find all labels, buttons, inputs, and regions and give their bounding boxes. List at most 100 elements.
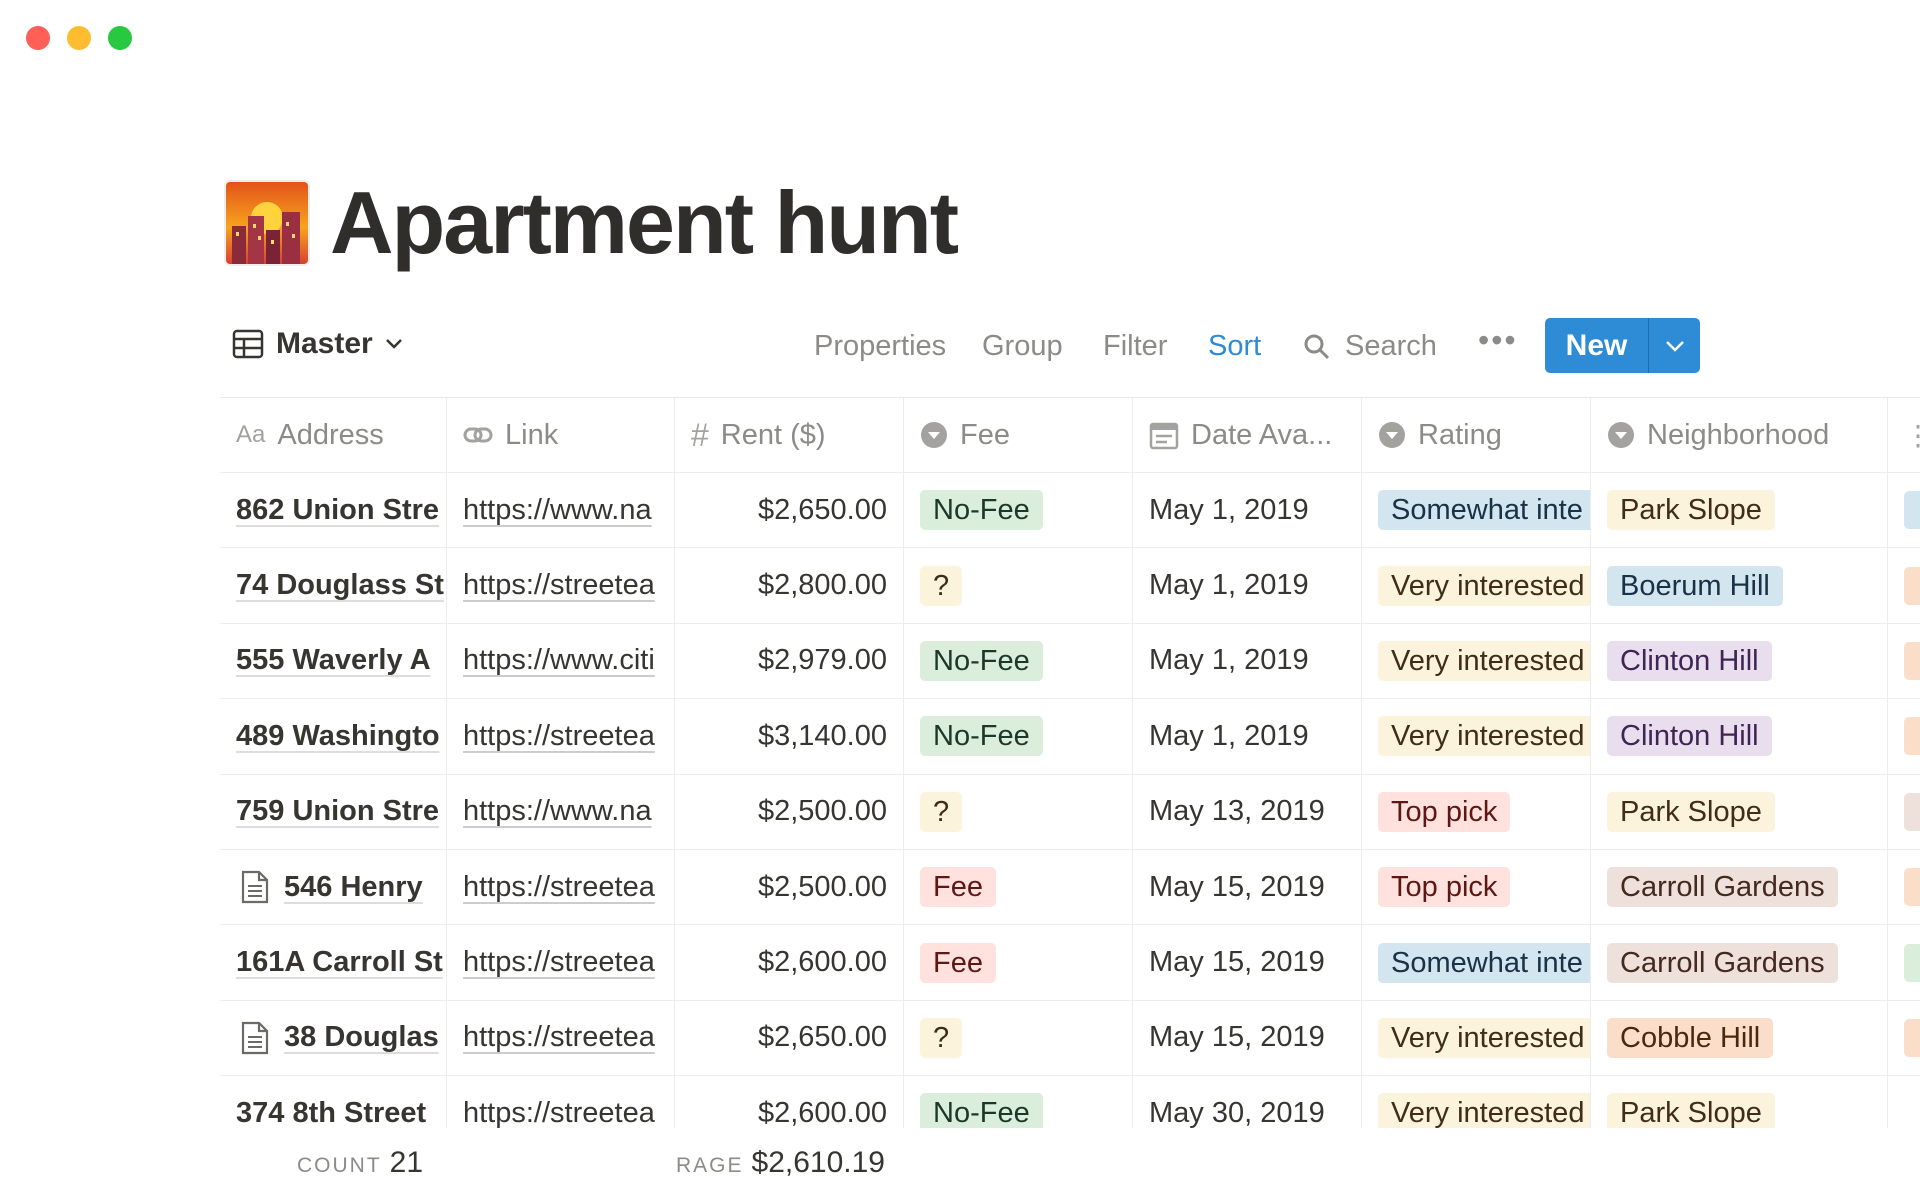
fee-cell[interactable]: No-Fee xyxy=(904,623,1133,699)
date-cell[interactable]: May 13, 2019 xyxy=(1133,774,1362,849)
rent-cell[interactable]: $2,650.00 xyxy=(675,473,904,548)
extra-cell[interactable] xyxy=(1888,775,1920,849)
table-row[interactable]: 862 Union Stre https://www.na $2,650.00 No-… xyxy=(220,473,1920,549)
fee-cell[interactable]: No-Fee xyxy=(904,1076,1133,1128)
address-cell[interactable]: 555 Waverly A xyxy=(220,623,447,699)
address-cell[interactable]: 759 Union Stre xyxy=(220,774,447,849)
link-cell[interactable]: https://www.citi xyxy=(447,623,675,699)
neighborhood-cell[interactable]: Boerum Hill xyxy=(1591,548,1888,623)
address-cell[interactable]: 161A Carroll St xyxy=(220,925,447,1000)
neighborhood-cell[interactable]: Cobble Hill xyxy=(1591,1000,1888,1076)
date-cell[interactable]: May 1, 2019 xyxy=(1133,473,1362,548)
column-header-neighborhood[interactable]: Neighborhood xyxy=(1591,398,1888,472)
neighborhood-cell[interactable]: Carroll Gardens xyxy=(1591,925,1888,1000)
column-header-fee[interactable]: Fee xyxy=(904,398,1133,472)
date-cell[interactable]: May 1, 2019 xyxy=(1133,623,1362,699)
rent-cell[interactable]: $2,600.00 xyxy=(675,1076,904,1128)
link-cell[interactable]: https://streetea xyxy=(447,925,675,1000)
fee-cell[interactable]: Fee xyxy=(904,925,1133,1000)
link-cell[interactable]: https://streetea xyxy=(447,548,675,623)
address-cell[interactable]: 862 Union Stre xyxy=(220,473,447,548)
neighborhood-cell[interactable]: Carroll Gardens xyxy=(1591,849,1888,925)
extra-cell[interactable] xyxy=(1888,850,1920,924)
search-button[interactable]: Search xyxy=(1303,330,1437,363)
close-button[interactable] xyxy=(26,26,50,50)
table-row[interactable]: 489 Washingto https://streetea $3,140.00 No… xyxy=(220,699,1920,775)
neighborhood-cell[interactable]: Clinton Hill xyxy=(1591,699,1888,774)
rating-cell[interactable]: Very interested xyxy=(1362,623,1591,699)
address-cell[interactable]: 546 Henry xyxy=(220,849,447,925)
date-cell[interactable]: May 15, 2019 xyxy=(1133,925,1362,1000)
rent-cell[interactable]: $2,979.00 xyxy=(675,623,904,699)
rating-cell[interactable]: Somewhat inte xyxy=(1362,925,1591,1000)
view-selector[interactable]: Master xyxy=(232,327,403,361)
link-cell[interactable]: https://www.na xyxy=(447,473,675,548)
date-cell[interactable]: May 30, 2019 xyxy=(1133,1076,1362,1128)
neighborhood-cell[interactable]: Park Slope xyxy=(1591,774,1888,849)
extra-cell[interactable] xyxy=(1888,1001,1920,1075)
link-cell[interactable]: https://www.na xyxy=(447,774,675,849)
rating-cell[interactable]: Top pick xyxy=(1362,774,1591,849)
rating-cell[interactable]: Very interested xyxy=(1362,699,1591,774)
column-header-address[interactable]: Aa Address xyxy=(220,398,447,472)
address-cell[interactable]: 38 Douglas xyxy=(220,1000,447,1076)
sort-button[interactable]: Sort xyxy=(1208,330,1262,362)
page-title[interactable]: Apartment hunt xyxy=(330,173,959,272)
properties-button[interactable]: Properties xyxy=(814,330,947,362)
address-cell[interactable]: 74 Douglass St xyxy=(220,548,447,623)
table-row[interactable]: 161A Carroll St https://streetea $2,600.00… xyxy=(220,925,1920,1001)
table-row[interactable]: 759 Union Stre https://www.na $2,500.00? Ma… xyxy=(220,774,1920,850)
neighborhood-cell[interactable]: Park Slope xyxy=(1591,473,1888,548)
rent-cell[interactable]: $3,140.00 xyxy=(675,699,904,774)
column-header-rating[interactable]: Rating xyxy=(1362,398,1591,472)
table-row[interactable]: 74 Douglass St https://streetea $2,800.00?… xyxy=(220,548,1920,624)
extra-cell[interactable] xyxy=(1888,925,1920,999)
new-button[interactable]: New xyxy=(1545,318,1700,373)
neighborhood-cell[interactable]: Clinton Hill xyxy=(1591,623,1888,699)
fee-cell[interactable]: No-Fee xyxy=(904,473,1133,548)
rent-cell[interactable]: $2,500.00 xyxy=(675,849,904,925)
average-summary[interactable]: RAGE $2,610.19 xyxy=(676,1146,885,1179)
rent-cell[interactable]: $2,650.00 xyxy=(675,1000,904,1076)
date-cell[interactable]: May 1, 2019 xyxy=(1133,548,1362,623)
table-row[interactable]: 374 8th Street https://streetea $2,600.00 N… xyxy=(220,1076,1920,1128)
rent-cell[interactable]: $2,500.00 xyxy=(675,774,904,849)
neighborhood-cell[interactable]: Park Slope xyxy=(1591,1076,1888,1128)
count-summary[interactable]: COUNT 21 xyxy=(297,1146,424,1179)
address-cell[interactable]: 489 Washingto xyxy=(220,699,447,774)
page-icon[interactable] xyxy=(226,182,308,264)
link-cell[interactable]: https://streetea xyxy=(447,1076,675,1128)
rating-cell[interactable]: Top pick xyxy=(1362,849,1591,925)
more-options-icon[interactable]: ••• xyxy=(1478,322,1518,358)
filter-button[interactable]: Filter xyxy=(1103,330,1168,362)
extra-cell[interactable] xyxy=(1888,473,1920,547)
link-cell[interactable]: https://streetea xyxy=(447,849,675,925)
rent-cell[interactable]: $2,600.00 xyxy=(675,925,904,1000)
table-row[interactable]: 546 Henry https://streetea $2,500.00 Fee May… xyxy=(220,849,1920,926)
fee-cell[interactable]: ? xyxy=(904,1000,1133,1076)
fee-cell[interactable]: Fee xyxy=(904,849,1133,925)
extra-cell[interactable] xyxy=(1888,1076,1920,1128)
table-row[interactable]: 38 Douglas https://streetea $2,650.00? May … xyxy=(220,1000,1920,1077)
minimize-button[interactable] xyxy=(67,26,91,50)
extra-cell[interactable] xyxy=(1888,699,1920,773)
table-row[interactable]: 555 Waverly A https://www.citi $2,979.00 No… xyxy=(220,623,1920,700)
new-dropdown-button[interactable] xyxy=(1648,318,1700,373)
link-cell[interactable]: https://streetea xyxy=(447,1000,675,1076)
link-cell[interactable]: https://streetea xyxy=(447,699,675,774)
column-header-rent[interactable]: # Rent ($) xyxy=(675,398,904,472)
date-cell[interactable]: May 1, 2019 xyxy=(1133,699,1362,774)
rent-cell[interactable]: $2,800.00 xyxy=(675,548,904,623)
fee-cell[interactable]: ? xyxy=(904,548,1133,623)
column-header-date[interactable]: Date Ava... xyxy=(1133,398,1362,472)
rating-cell[interactable]: Very interested xyxy=(1362,1000,1591,1076)
maximize-button[interactable] xyxy=(108,26,132,50)
group-button[interactable]: Group xyxy=(982,330,1063,362)
address-cell[interactable]: 374 8th Street xyxy=(220,1076,447,1128)
fee-cell[interactable]: No-Fee xyxy=(904,699,1133,774)
date-cell[interactable]: May 15, 2019 xyxy=(1133,849,1362,925)
rating-cell[interactable]: Very interested xyxy=(1362,1076,1591,1128)
rating-cell[interactable]: Very interested xyxy=(1362,548,1591,623)
fee-cell[interactable]: ? xyxy=(904,774,1133,849)
extra-cell[interactable] xyxy=(1888,624,1920,698)
